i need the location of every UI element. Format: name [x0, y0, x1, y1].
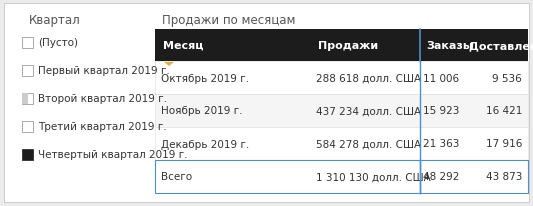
Text: 11 006: 11 006: [423, 73, 459, 83]
Polygon shape: [164, 63, 174, 67]
FancyBboxPatch shape: [155, 160, 528, 193]
Text: 584 278 долл. США: 584 278 долл. США: [316, 139, 421, 149]
FancyBboxPatch shape: [155, 62, 528, 95]
FancyBboxPatch shape: [22, 94, 33, 104]
Text: Квартал: Квартал: [29, 14, 81, 27]
Text: Ноябрь 2019 г.: Ноябрь 2019 г.: [161, 106, 243, 116]
Text: 17 916: 17 916: [486, 139, 522, 149]
Text: Всего: Всего: [161, 172, 192, 182]
Text: 9 536: 9 536: [492, 73, 522, 83]
Text: Доставленные зака...: Доставленные зака...: [469, 41, 533, 51]
FancyBboxPatch shape: [155, 95, 528, 127]
Text: 43 873: 43 873: [486, 172, 522, 182]
Text: 16 421: 16 421: [486, 106, 522, 116]
FancyBboxPatch shape: [22, 121, 33, 132]
Text: Продажи: Продажи: [318, 41, 378, 51]
Text: 288 618 долл. США: 288 618 долл. США: [316, 73, 421, 83]
Text: 15 923: 15 923: [423, 106, 459, 116]
Text: 1 310 130 долл. США: 1 310 130 долл. США: [316, 172, 431, 182]
FancyBboxPatch shape: [22, 66, 33, 77]
Text: Заказы: Заказы: [426, 41, 473, 51]
Text: Октябрь 2019 г.: Октябрь 2019 г.: [161, 73, 249, 83]
Text: 48 292: 48 292: [423, 172, 459, 182]
FancyBboxPatch shape: [155, 30, 528, 62]
Text: Четвертый квартал 2019 г.: Четвертый квартал 2019 г.: [38, 150, 188, 160]
Text: (Пусто): (Пусто): [38, 38, 78, 48]
Text: Продажи по месяцам: Продажи по месяцам: [162, 14, 295, 27]
FancyBboxPatch shape: [22, 149, 33, 160]
Text: Третий квартал 2019 г.: Третий квартал 2019 г.: [38, 122, 167, 132]
Text: Второй квартал 2019 г.: Второй квартал 2019 г.: [38, 94, 167, 104]
Text: Первый квартал 2019 г.: Первый квартал 2019 г.: [38, 66, 169, 76]
Text: Декабрь 2019 г.: Декабрь 2019 г.: [161, 139, 249, 149]
FancyBboxPatch shape: [155, 127, 528, 160]
FancyBboxPatch shape: [4, 4, 529, 202]
Text: 437 234 долл. США: 437 234 долл. США: [316, 106, 421, 116]
Text: Месяц: Месяц: [163, 41, 204, 51]
Text: 21 363: 21 363: [423, 139, 459, 149]
FancyBboxPatch shape: [22, 38, 33, 49]
FancyBboxPatch shape: [22, 94, 28, 104]
